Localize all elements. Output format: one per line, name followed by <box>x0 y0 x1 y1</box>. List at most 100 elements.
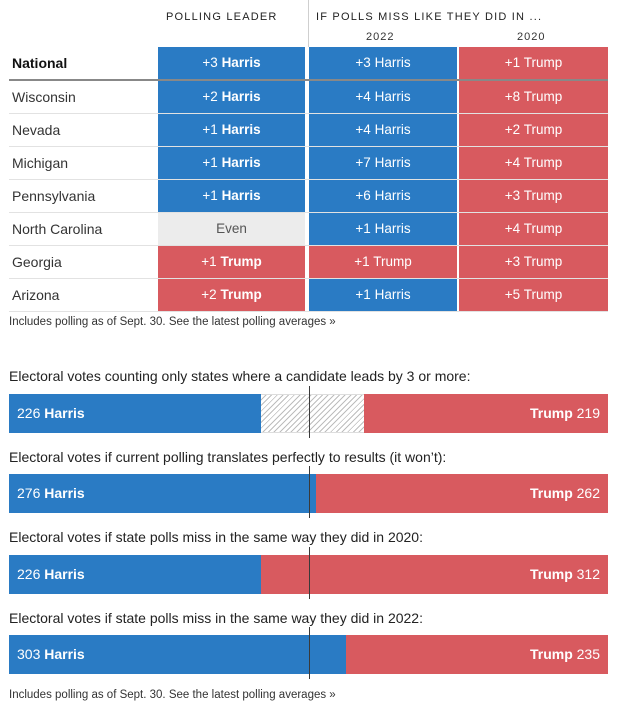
cell-polling-leader: +3 Harris <box>158 47 305 79</box>
margin-value: +1 <box>202 155 218 170</box>
polling-note-top: Includes polling as of Sept. 30. See the… <box>9 316 336 328</box>
margin-value: +1 <box>355 221 371 236</box>
harris-label: 226 Harris <box>17 555 85 594</box>
cell-miss-2020: +5 Trump <box>459 279 608 311</box>
table-row: Michigan +1 Harris +7 Harris +4 Trump <box>9 147 608 180</box>
margin-value: +3 <box>202 55 218 70</box>
majority-line <box>309 466 310 518</box>
harris-name: Harris <box>44 405 85 421</box>
latest-polling-averages-link[interactable]: latest polling averages » <box>211 689 336 701</box>
cell-miss-2022: +7 Harris <box>309 147 457 179</box>
polling-note-text: Includes polling as of Sept. 30. See the <box>9 316 212 328</box>
electoral-bar: 226 Harris Trump 312 <box>9 547 608 599</box>
harris-name: Harris <box>44 485 85 501</box>
table-row: North Carolina Even +1 Harris +4 Trump <box>9 213 608 246</box>
trump-label: Trump 312 <box>530 555 600 594</box>
cell-polling-leader: +1 Harris <box>158 180 305 212</box>
trump-label: Trump 262 <box>530 474 600 513</box>
trump-segment <box>261 555 608 594</box>
margin-value: +6 <box>355 188 371 203</box>
state-name: Wisconsin <box>12 89 76 105</box>
candidate-name: Trump <box>523 188 563 203</box>
trump-segment <box>316 474 608 513</box>
candidate-name: Harris <box>374 287 411 302</box>
majority-line <box>309 627 310 679</box>
trump-segment <box>364 394 608 433</box>
harris-segment <box>9 394 261 433</box>
bar-title: Electoral votes if current polling trans… <box>9 449 447 465</box>
header-divider <box>308 0 309 47</box>
header-year-2022: 2022 <box>366 31 395 43</box>
trump-votes: 219 <box>576 405 600 421</box>
state-name: Georgia <box>12 254 62 270</box>
candidate-name: Trump <box>220 254 262 269</box>
candidate-name: Trump <box>220 287 262 302</box>
harris-segment <box>9 474 316 513</box>
candidate-name: Trump <box>523 155 563 170</box>
cell-miss-2020: +1 Trump <box>459 47 608 79</box>
bar-title: Electoral votes counting only states whe… <box>9 368 471 384</box>
margin-value: +1 <box>354 254 370 269</box>
cell-miss-2020: +4 Trump <box>459 147 608 179</box>
candidate-name: Trump <box>523 254 563 269</box>
candidate-name: Trump <box>523 287 563 302</box>
harris-segment <box>9 555 261 594</box>
cell-miss-2022: +3 Harris <box>309 47 457 79</box>
margin-value: +2 <box>202 89 218 104</box>
candidate-name: Harris <box>374 55 411 70</box>
candidate-name: Harris <box>374 188 411 203</box>
margin-value: +7 <box>355 155 371 170</box>
candidate-name: Harris <box>374 122 411 137</box>
harris-segment <box>9 635 346 674</box>
candidate-name: Harris <box>221 188 261 203</box>
state-name: National <box>12 55 68 71</box>
margin-value: +4 <box>504 221 521 236</box>
harris-votes: 226 <box>17 405 41 421</box>
state-name: Arizona <box>12 287 60 303</box>
cell-polling-leader: +2 Harris <box>158 81 305 113</box>
header-year-2020: 2020 <box>517 31 546 43</box>
cell-miss-2020: +3 Trump <box>459 246 608 278</box>
candidate-name: Trump <box>523 122 563 137</box>
harris-votes: 276 <box>17 485 41 501</box>
bar-title: Electoral votes if state polls miss in t… <box>9 529 423 545</box>
majority-line <box>309 547 310 599</box>
cell-polling-leader: Even <box>158 213 305 245</box>
cell-miss-2020: +8 Trump <box>459 81 608 113</box>
cell-miss-2022: +4 Harris <box>309 81 457 113</box>
cell-miss-2022: +6 Harris <box>309 180 457 212</box>
harris-votes: 303 <box>17 646 41 662</box>
candidate-name: Trump <box>523 89 563 104</box>
candidate-name: Harris <box>374 221 411 236</box>
trump-votes: 262 <box>576 485 600 501</box>
margin-value: +4 <box>355 89 371 104</box>
electoral-bar: 226 Harris Trump 219 <box>9 386 608 438</box>
trump-votes: 235 <box>576 646 600 662</box>
trump-name: Trump <box>529 405 573 421</box>
state-name: Michigan <box>12 155 69 171</box>
margin-value: +4 <box>504 155 521 170</box>
cell-miss-2022: +4 Harris <box>309 114 457 146</box>
margin-value: +1 <box>202 122 218 137</box>
polling-note-text: Includes polling as of Sept. 30. See the <box>9 689 212 701</box>
table-row: National +3 Harris +3 Harris +1 Trump <box>9 47 608 81</box>
harris-label: 226 Harris <box>17 394 85 433</box>
trump-name: Trump <box>529 566 573 582</box>
cell-polling-leader: +2 Trump <box>158 279 305 311</box>
candidate-name: Harris <box>221 122 261 137</box>
harris-votes: 226 <box>17 566 41 582</box>
candidate-name: Trump <box>523 221 563 236</box>
bar-title: Electoral votes if state polls miss in t… <box>9 610 423 626</box>
cell-miss-2022: +1 Harris <box>309 213 457 245</box>
trump-votes: 312 <box>576 566 600 582</box>
table-row: Arizona +2 Trump +1 Harris +5 Trump <box>9 279 608 312</box>
cell-miss-2020: +4 Trump <box>459 213 608 245</box>
undecided-segment <box>261 394 364 433</box>
state-name: North Carolina <box>12 221 103 237</box>
cell-miss-2020: +2 Trump <box>459 114 608 146</box>
latest-polling-averages-link[interactable]: latest polling averages » <box>211 316 336 328</box>
candidate-name: Harris <box>374 155 411 170</box>
cell-miss-2022: +1 Trump <box>309 246 457 278</box>
state-name: Pennsylvania <box>12 188 96 204</box>
margin-value: +5 <box>504 287 521 302</box>
